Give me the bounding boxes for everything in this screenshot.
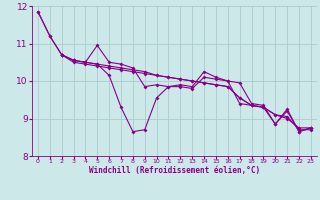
X-axis label: Windchill (Refroidissement éolien,°C): Windchill (Refroidissement éolien,°C) xyxy=(89,166,260,175)
